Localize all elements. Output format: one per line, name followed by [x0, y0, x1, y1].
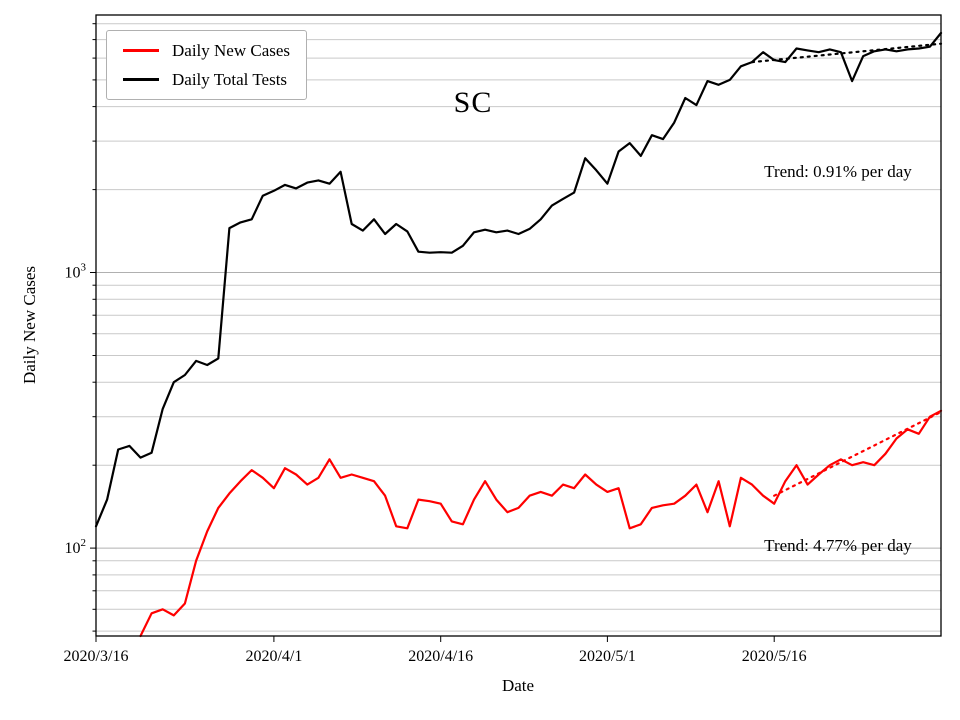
y-axis-label: Daily New Cases	[20, 265, 39, 385]
trend-annotation-tests: Trend: 0.91% per day	[764, 162, 912, 181]
legend-label-daily-new-cases: Daily New Cases	[172, 41, 291, 60]
trend-line-daily-total-tests	[750, 42, 943, 64]
trend-annotation-cases: Trend: 4.77% per day	[764, 536, 912, 555]
legend-line-red	[123, 49, 159, 52]
x-tick-label: 2020/3/16	[64, 648, 129, 665]
legend-line-black	[123, 78, 159, 81]
x-tick-label: 2020/4/16	[408, 648, 473, 665]
y-tick-label: 103	[65, 262, 87, 282]
series-line-daily-total-tests	[94, 31, 943, 528]
y-tick-label: 102	[65, 537, 87, 557]
trend-line-daily-new-cases	[773, 410, 943, 497]
x-axis-label: Date	[501, 676, 535, 695]
x-tick-label: 2020/4/1	[245, 648, 302, 665]
legend-item-daily-new-cases: Daily New Cases	[123, 42, 290, 59]
chart-title: SC	[453, 86, 493, 119]
legend-item-daily-total-tests: Daily Total Tests	[123, 71, 290, 88]
series-line-daily-new-cases	[139, 409, 943, 638]
legend: Daily New Cases Daily Total Tests	[106, 30, 308, 100]
x-tick-label: 2020/5/16	[742, 648, 807, 665]
legend-label-daily-total-tests: Daily Total Tests	[172, 70, 288, 89]
x-tick-label: 2020/5/1	[579, 648, 636, 665]
